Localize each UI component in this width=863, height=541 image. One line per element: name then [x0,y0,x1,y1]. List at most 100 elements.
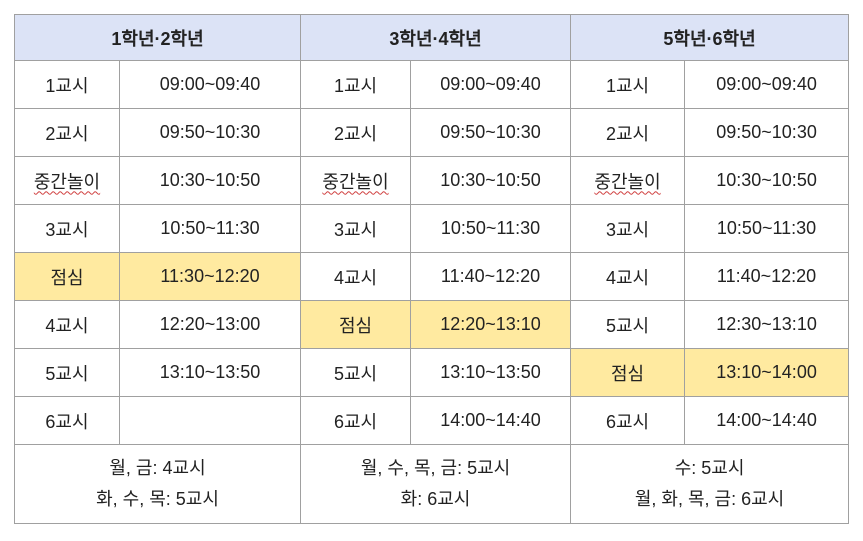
schedule-row: 5교시 13:10~13:50 5교시 13:10~13:50 점심 13:10~14:0… [14,348,850,397]
period-cell: 3교시 [300,204,412,253]
cell-text: 점심 [610,363,645,384]
cell-text: 1교시 [605,75,650,96]
period-cell: 6교시 [14,396,120,445]
cell-text: 11:40~12:20 [716,266,817,286]
time-cell: 09:00~09:40 [684,60,850,109]
cell-text: 10:50~11:30 [160,218,260,238]
cell-text: 13:10~13:50 [440,362,541,382]
period-cell: 2교시 [570,108,686,157]
cell-text: 1교시 [333,75,378,96]
time-cell: 10:30~10:50 [684,156,850,205]
cell-text: 13:10~13:50 [159,362,261,382]
cell-text: 11:30~12:20 [160,266,260,286]
cell-text: 14:00~14:40 [716,410,817,430]
time-cell: 10:50~11:30 [410,204,572,253]
period-cell: 6교시 [300,396,412,445]
header-cell: 1학년·2학년 [13,14,302,61]
cell-text: 3교시 [333,219,378,240]
period-cell: 점심 [300,300,412,349]
time-cell: 09:00~09:40 [410,60,572,109]
cell-text: 09:50~10:30 [716,122,817,142]
time-cell: 12:20~13:00 [118,300,302,349]
cell-text: 4교시 [333,267,378,288]
cell-text: 10:30~10:50 [440,170,541,190]
cell-text: 3교시 [605,219,650,240]
time-cell: 13:10~14:00 [684,348,850,397]
schedule-row: 1교시 09:00~09:40 1교시 09:00~09:40 1교시 09:00~09:… [14,60,850,109]
cell-text: 13:10~14:00 [716,362,817,382]
period-cell: 점심 [570,348,686,397]
cell-text: 1교시 [45,75,89,96]
cell-text: 중간놀이 [33,171,101,192]
footer-line: 월, 수, 목, 금: 5교시 [360,458,511,478]
period-cell: 중간놀이 [14,156,120,205]
time-cell: 10:50~11:30 [684,204,850,253]
schedule-row: 3교시 10:50~11:30 3교시 10:50~11:30 3교시 10:50~11:… [14,204,850,253]
footer-line: 화, 수, 목: 5교시 [96,489,219,509]
header-row: 1학년·2학년 3학년·4학년 5학년·6학년 [13,14,850,61]
time-cell [118,396,302,445]
cell-text: 2교시 [333,123,378,144]
time-cell: 14:00~14:40 [684,396,850,445]
cell-text: 4교시 [45,315,89,336]
period-cell: 점심 [14,252,120,301]
cell-text: 09:50~10:30 [440,122,541,142]
footer-cell: 수: 5교시 월, 화, 목, 금: 6교시 [570,444,850,524]
time-cell: 14:00~14:40 [410,396,572,445]
cell-text: 5교시 [605,315,650,336]
time-cell: 12:30~13:10 [684,300,850,349]
schedule-row: 2교시 09:50~10:30 2교시 09:50~10:30 2교시 09:50~10:… [14,108,850,157]
time-cell: 12:20~13:10 [410,300,572,349]
cell-text: 점심 [50,267,84,288]
period-cell: 4교시 [300,252,412,301]
cell-text: 6교시 [605,411,650,432]
cell-text: 09:00~09:40 [440,74,541,94]
cell-text: 12:20~13:10 [440,314,541,334]
cell-text: 10:30~10:50 [716,170,817,190]
time-cell: 09:00~09:40 [118,60,302,109]
period-cell: 중간놀이 [300,156,412,205]
time-cell: 11:40~12:20 [410,252,572,301]
footer-line: 화: 6교시 [400,489,471,509]
time-cell: 13:10~13:50 [410,348,572,397]
period-cell: 4교시 [14,300,120,349]
period-cell: 5교시 [14,348,120,397]
period-cell: 2교시 [300,108,412,157]
cell-text: 중간놀이 [594,171,661,192]
cell-text: 중간놀이 [322,171,389,192]
cell-text: 11:40~12:20 [440,266,541,286]
cell-text: 09:50~10:30 [159,122,261,142]
header-cell: 3학년·4학년 [300,14,572,61]
schedule-row: 4교시 12:20~13:00 점심 12:20~13:10 5교시 12:30~13:1… [14,300,850,349]
cell-text: 4교시 [605,267,650,288]
cell-text: 10:50~11:30 [716,218,817,238]
cell-text: 14:00~14:40 [440,410,541,430]
cell-text: 10:30~10:50 [159,170,261,190]
period-cell: 1교시 [570,60,686,109]
schedule-row: 중간놀이 10:30~10:50 중간놀이 10:30~10:50 중간놀이 10:30~… [14,156,850,205]
cell-text: 2교시 [605,123,650,144]
time-cell: 09:50~10:30 [410,108,572,157]
header-cell: 5학년·6학년 [570,14,850,61]
cell-text: 10:50~11:30 [440,218,541,238]
cell-text: 5교시 [45,363,89,384]
period-cell: 6교시 [570,396,686,445]
cell-text: 6교시 [45,411,89,432]
cell-text: 6교시 [333,411,378,432]
time-cell: 09:50~10:30 [118,108,302,157]
schedule-table: 1학년·2학년 3학년·4학년 5학년·6학년 1교시 09:00~09:40 1교… [13,14,850,524]
time-cell: 13:10~13:50 [118,348,302,397]
period-cell: 5교시 [570,300,686,349]
footer-line: 월, 금: 4교시 [109,458,206,478]
footer-line: 월, 화, 목, 금: 6교시 [634,489,785,509]
cell-text: 09:00~09:40 [159,74,261,94]
time-cell: 09:50~10:30 [684,108,850,157]
cell-text: 2교시 [45,123,89,144]
period-cell: 4교시 [570,252,686,301]
schedule-row: 점심 11:30~12:20 4교시 11:40~12:20 4교시 11:40~12:2… [14,252,850,301]
period-cell: 1교시 [300,60,412,109]
period-cell: 5교시 [300,348,412,397]
schedule-row: 6교시 6교시 14:00~14:40 6교시 14:00~14:40 [14,396,850,445]
